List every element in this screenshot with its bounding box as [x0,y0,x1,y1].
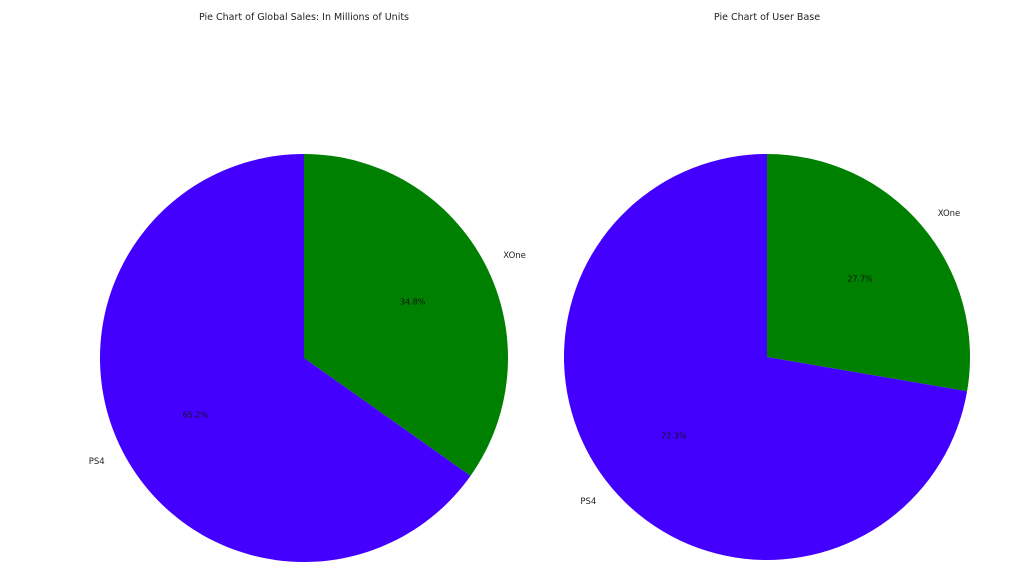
percent-label-xone: 27.7% [847,274,873,283]
chart-title: Pie Chart of User Base [714,12,820,23]
chart-title: Pie Chart of Global Sales: In Millions o… [199,12,409,23]
category-label-ps4: PS4 [89,457,105,467]
category-label-xone: XOne [503,251,526,261]
category-label-ps4: PS4 [580,497,596,507]
pie-chart-global-sales: Pie Chart of Global Sales: In Millions o… [89,12,526,563]
pie-slice-xone [304,154,508,476]
percent-label-ps4: 72.3% [661,432,687,441]
pie-slice-xone [767,154,970,392]
percent-label-xone: 34.8% [400,298,426,307]
pie-chart-user-base: Pie Chart of User Base 27.7% XOne 72.3% PS4 [564,12,970,560]
pie-slice-ps4 [100,153,471,563]
percent-label-ps4: 65.2% [183,410,209,419]
category-label-xone: XOne [938,209,961,219]
pie-slice-ps4 [564,154,968,560]
